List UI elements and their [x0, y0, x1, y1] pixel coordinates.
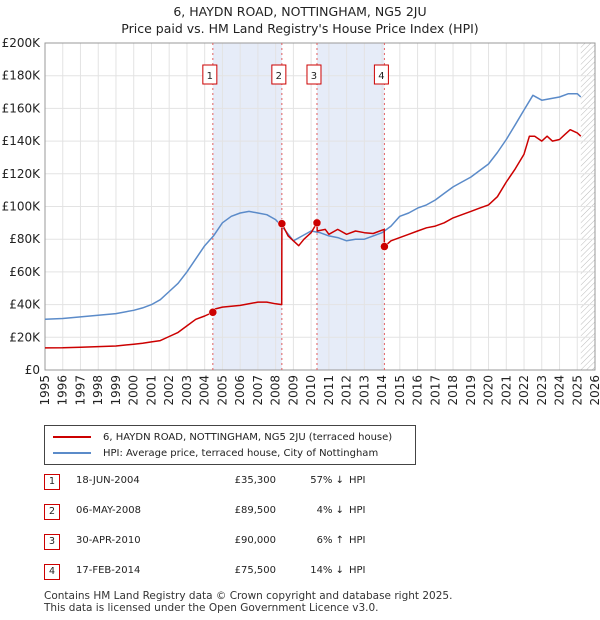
- sale-date: 30-APR-2010: [76, 535, 141, 546]
- sale-hpi-label: HPI: [349, 475, 366, 486]
- sale-row: 4 17-FEB-2014 £75,500 14% ↓ HPI: [44, 562, 444, 592]
- x-tick-label: 2015: [393, 375, 407, 406]
- sale-hpi-diff: 57% ↓: [310, 475, 344, 486]
- sale-hpi-label: HPI: [349, 565, 366, 576]
- plot-frame: [44, 42, 596, 371]
- x-tick-label: 2012: [340, 375, 354, 406]
- x-tick-label: 2023: [535, 375, 549, 406]
- x-tick-label: 2017: [428, 375, 442, 406]
- sale-label-number: 2: [276, 71, 282, 82]
- sale-date: 06-MAY-2008: [76, 505, 142, 516]
- x-tick-label: 2000: [127, 375, 141, 406]
- series-line-property: [44, 128, 582, 349]
- x-tick-label: 1996: [56, 375, 70, 406]
- sale-label-number: 1: [207, 71, 213, 82]
- x-tick-label: 1999: [109, 375, 123, 406]
- sale-label-box: [202, 64, 218, 85]
- sale-point: [380, 242, 389, 251]
- x-tick-label: 1995: [38, 375, 52, 406]
- sale-hpi-diff: 4% ↓: [316, 505, 344, 516]
- y-tick-label: £180K: [2, 69, 42, 83]
- price-chart: £0 £20K £40K £60K £80K £100K £120K £140K £160K £1…: [2, 36, 600, 406]
- sale-hpi-diff: 14% ↓: [310, 565, 344, 576]
- sale-badge: 1: [44, 474, 60, 490]
- x-tick-label: 2016: [411, 375, 425, 406]
- legend: 6, HAYDN ROAD, NOTTINGHAM, NG5 2JU (terr…: [44, 425, 416, 465]
- y-tick-label: £120K: [2, 167, 42, 181]
- sale-label-box: [373, 64, 389, 85]
- sale-row: 2 06-MAY-2008 £89,500 4% ↓ HPI: [44, 502, 444, 532]
- y-tick-label: £140K: [2, 134, 42, 148]
- x-tick-label: 2022: [517, 375, 531, 406]
- sale-label-box: [306, 64, 322, 85]
- sale-label-box: [271, 64, 287, 85]
- x-tick-label: 2011: [322, 375, 336, 406]
- footer-license: This data is licensed under the Open Gov…: [44, 602, 379, 614]
- sale-label-number: 3: [311, 71, 317, 82]
- x-tick-label: 2010: [304, 375, 318, 406]
- x-tick-label: 2008: [269, 375, 283, 406]
- footer-copyright: Contains HM Land Registry data © Crown c…: [44, 590, 453, 602]
- x-tick-label: 1998: [91, 375, 105, 406]
- sale-point: [208, 308, 218, 317]
- sale-point: [312, 218, 322, 228]
- sale-badge: 3: [44, 534, 60, 550]
- y-tick-label: £40K: [9, 298, 41, 312]
- x-tick-label: 2005: [215, 375, 229, 406]
- x-tick-label: 2001: [144, 375, 158, 406]
- y-tick-label: £160K: [2, 101, 42, 115]
- sale-price: £89,500: [234, 505, 276, 516]
- sale-row: 1 18-JUN-2004 £35,300 57% ↓ HPI: [44, 472, 444, 502]
- sales-table: 1 18-JUN-2004 £35,300 57% ↓ HPI 2 06-MAY…: [44, 472, 444, 592]
- legend-item-hpi: HPI: Average price, terraced house, City…: [53, 445, 378, 461]
- legend-swatch-hpi: [53, 452, 91, 454]
- x-tick-label: 2018: [446, 375, 460, 406]
- y-tick-label: £0: [25, 363, 40, 377]
- sale-date: 17-FEB-2014: [76, 565, 141, 576]
- chart-subtitle: Price paid vs. HM Land Registry's House …: [121, 21, 479, 36]
- x-tick-label: 2013: [357, 375, 371, 406]
- sale-badge: 2: [44, 504, 60, 520]
- series-line-hpi: [44, 92, 582, 321]
- sale-price: £90,000: [234, 535, 276, 546]
- sale-row: 3 30-APR-2010 £90,000 6% ↑ HPI: [44, 532, 444, 562]
- x-tick-label: 2006: [233, 375, 247, 406]
- x-tick-label: 2021: [499, 375, 513, 406]
- x-tick-label: 2002: [162, 375, 176, 406]
- x-tick-label: 2004: [198, 375, 212, 406]
- x-tick-label: 2025: [570, 375, 584, 406]
- sale-label-number: 4: [378, 71, 384, 82]
- x-tick-label: 2007: [251, 375, 265, 406]
- legend-label-property: 6, HAYDN ROAD, NOTTINGHAM, NG5 2JU (terr…: [103, 431, 393, 443]
- sale-badge: 4: [44, 564, 60, 580]
- y-tick-label: £80K: [9, 232, 41, 246]
- y-tick-label: £200K: [2, 36, 42, 50]
- sale-point: [277, 219, 287, 228]
- y-tick-label: £60K: [9, 265, 41, 279]
- x-tick-label: 2020: [482, 375, 496, 406]
- sale-hpi-diff: 6% ↑: [316, 535, 344, 546]
- sale-price: £75,500: [234, 565, 276, 576]
- x-tick-label: 2014: [375, 375, 389, 406]
- sale-hpi-label: HPI: [349, 535, 366, 546]
- sale-hpi-label: HPI: [349, 505, 366, 516]
- x-tick-label: 2009: [286, 375, 300, 406]
- footer: Contains HM Land Registry data © Crown c…: [44, 590, 452, 614]
- y-tick-label: £100K: [2, 200, 42, 214]
- sale-price: £35,300: [234, 475, 276, 486]
- x-tick-label: 2026: [588, 375, 600, 406]
- x-tick-label: 1997: [73, 375, 87, 406]
- legend-item-property: 6, HAYDN ROAD, NOTTINGHAM, NG5 2JU (terr…: [53, 429, 392, 445]
- y-tick-label: £20K: [9, 330, 41, 344]
- chart-title: 6, HAYDN ROAD, NOTTINGHAM, NG5 2JU: [173, 4, 427, 19]
- x-tick-label: 2024: [553, 375, 567, 406]
- x-tick-label: 2019: [464, 375, 478, 406]
- x-tick-label: 2003: [180, 375, 194, 406]
- legend-swatch-property: [53, 436, 91, 438]
- sale-date: 18-JUN-2004: [76, 475, 140, 486]
- legend-label-hpi: HPI: Average price, terraced house, City…: [103, 447, 379, 459]
